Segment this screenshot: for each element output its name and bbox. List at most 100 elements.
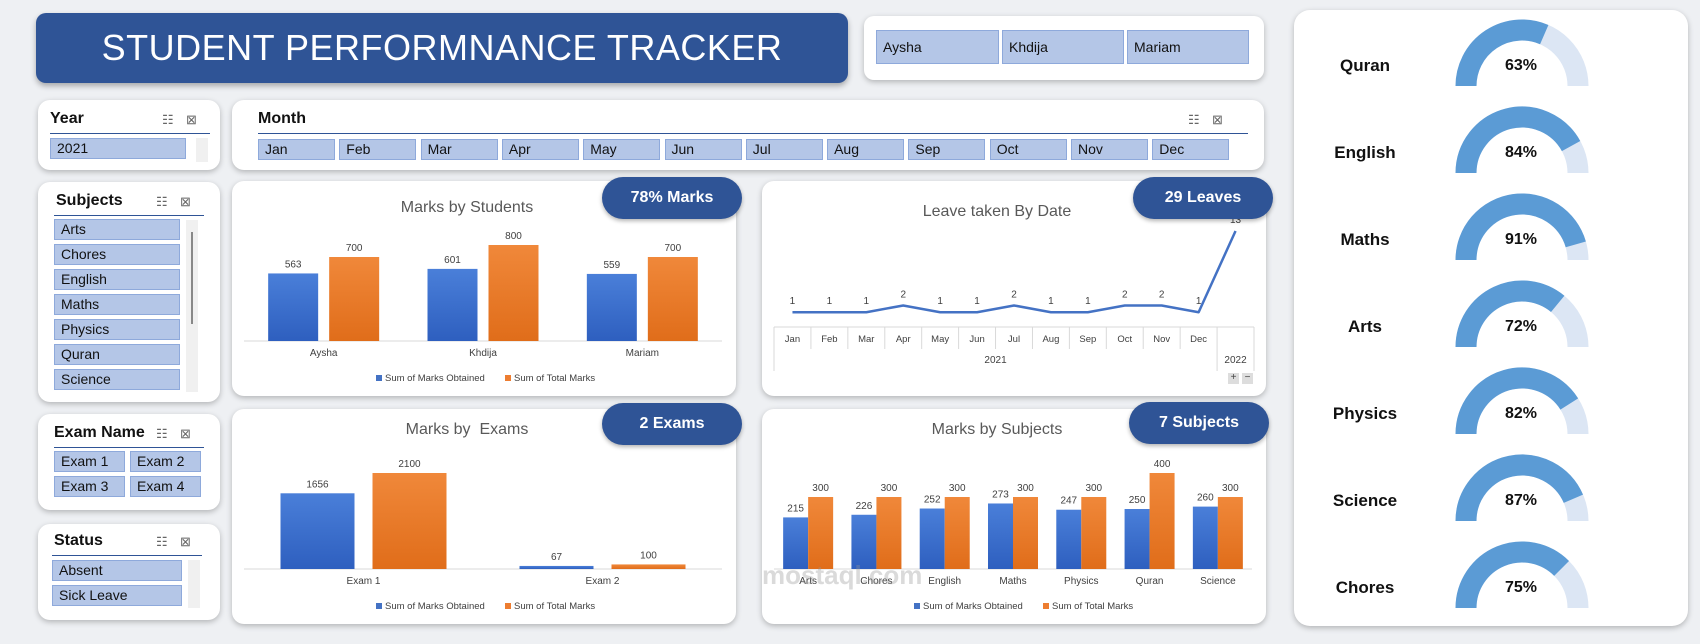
exam-item-3[interactable]: Exam 3 [54, 476, 125, 497]
clear-filter-icon[interactable]: ⊠ [180, 426, 191, 441]
data-label: 1 [1048, 296, 1054, 307]
month-item-nov[interactable]: Nov [1071, 139, 1148, 160]
clear-filter-icon[interactable]: ⊠ [1212, 112, 1223, 127]
bar-total [1217, 497, 1243, 569]
data-label: 247 [1060, 496, 1077, 507]
month-item-oct[interactable]: Oct [989, 139, 1067, 160]
data-label: 1 [1085, 296, 1091, 307]
legend-label-total: Sum of Total Marks [514, 373, 595, 384]
exam-item-4[interactable]: Exam 4 [130, 476, 201, 497]
subject-item-chores[interactable]: Chores [54, 244, 180, 265]
data-label: 559 [603, 260, 620, 271]
kpi-marks-pill: 78% Marks [602, 177, 742, 219]
multi-select-icon[interactable]: ☷ [1188, 112, 1200, 127]
expand-button[interactable]: + [1228, 373, 1239, 384]
category-label: Chores [860, 576, 892, 587]
data-label: 2 [1159, 289, 1165, 300]
category-label: Physics [1064, 576, 1098, 587]
clear-filter-icon[interactable]: ⊠ [180, 534, 191, 549]
marks-by-subjects-card: Marks by Subjects 215 300 Arts 226 300 Chores… [762, 409, 1266, 624]
subjects-slicer-title: Subjects [56, 192, 123, 209]
student-button-aysha[interactable]: Aysha [876, 30, 999, 64]
subjects-slicer: Subjects ☷ ⊠ Arts Chores English Maths Physi… [38, 182, 220, 402]
category-label: Science [1200, 576, 1236, 587]
subject-item-arts[interactable]: Arts [54, 219, 180, 240]
month-item-sep[interactable]: Sep [908, 139, 986, 160]
exam-item-1[interactable]: Exam 1 [54, 451, 125, 472]
subject-item-physics[interactable]: Physics [54, 319, 180, 340]
gauge-label-maths: Maths [1340, 230, 1390, 249]
collapse-button[interactable]: − [1242, 373, 1253, 384]
month-item-mar[interactable]: Mar [420, 139, 498, 160]
data-label: 1656 [306, 479, 329, 490]
status-slicer: Status ☷ ⊠ Absent Sick Leave [38, 524, 220, 620]
subject-item-english[interactable]: English [54, 269, 180, 290]
gauge-label-english: English [1334, 143, 1396, 162]
bar-total [488, 245, 539, 341]
status-item-sick-leave[interactable]: Sick Leave [52, 585, 182, 606]
category-label: Maths [999, 576, 1026, 587]
month-item-dec[interactable]: Dec [1152, 139, 1230, 160]
bar-obtained [783, 517, 809, 569]
gauge-label-science: Science [1332, 491, 1398, 510]
month-item-jan[interactable]: Jan [258, 139, 335, 160]
category-label: Aug [1042, 334, 1059, 345]
legend-swatch-total [1043, 603, 1049, 609]
multi-select-icon[interactable]: ☷ [156, 194, 168, 209]
student-button-khdija[interactable]: Khdija [1002, 30, 1124, 64]
bar-obtained [1124, 509, 1150, 569]
month-item-aug[interactable]: Aug [827, 139, 905, 160]
multi-select-icon[interactable]: ☷ [156, 426, 168, 441]
data-label: 300 [1085, 483, 1102, 494]
status-item-absent[interactable]: Absent [52, 560, 182, 581]
month-item-feb[interactable]: Feb [339, 139, 417, 160]
gauge-value-science: 87% [1504, 492, 1538, 509]
month-item-jun[interactable]: Jun [664, 139, 742, 160]
data-label: 1 [1196, 296, 1202, 307]
category-label: English [928, 576, 961, 587]
data-label: 1 [937, 296, 943, 307]
category-label: May [931, 334, 949, 345]
data-label: 252 [924, 495, 941, 506]
bar-obtained [851, 514, 877, 569]
legend-label-obtained: Sum of Marks Obtained [385, 373, 485, 384]
category-label: Quran [1136, 576, 1164, 587]
multi-select-icon[interactable]: ☷ [162, 112, 174, 127]
data-label: 67 [551, 552, 563, 563]
chart-title: Leave taken By Date [922, 203, 1072, 220]
data-label: 226 [856, 501, 873, 512]
bar-total [876, 497, 902, 569]
chart-title: Marks by Subjects [931, 421, 1063, 438]
bar-obtained [268, 273, 319, 341]
marks-by-subjects-chart: 215 300 Arts 226 300 Chores 252 300 English 273 30… [774, 459, 1252, 612]
gauge-value-chores: 75% [1504, 579, 1538, 596]
status-slicer-title: Status [54, 532, 103, 549]
month-item-may[interactable]: May [583, 139, 661, 160]
clear-filter-icon[interactable]: ⊠ [186, 112, 197, 127]
data-label: 300 [812, 483, 829, 494]
data-label: 2 [1122, 289, 1128, 300]
group-label: 2021 [984, 355, 1007, 366]
year-item-2021[interactable]: 2021 [50, 138, 186, 159]
data-label: 100 [640, 550, 657, 561]
data-label: 2100 [398, 459, 421, 470]
exam-item-2[interactable]: Exam 2 [130, 451, 201, 472]
multi-select-icon[interactable]: ☷ [156, 534, 168, 549]
data-label: 1 [827, 296, 833, 307]
student-button-mariam[interactable]: Mariam [1127, 30, 1249, 64]
legend-label-obtained: Sum of Marks Obtained [385, 601, 485, 612]
month-item-apr[interactable]: Apr [501, 139, 579, 160]
month-item-jul[interactable]: Jul [745, 139, 823, 160]
clear-filter-icon[interactable]: ⊠ [180, 194, 191, 209]
gauge-label-chores: Chores [1335, 578, 1395, 597]
gauge-label-quran: Quran [1339, 56, 1391, 75]
subject-item-quran[interactable]: Quran [54, 344, 180, 365]
subject-item-science[interactable]: Science [54, 369, 180, 390]
gauge-value-english: 84% [1504, 144, 1538, 161]
category-label: Exam 1 [347, 576, 381, 587]
data-label: 300 [1017, 483, 1034, 494]
category-label: Aysha [310, 348, 338, 359]
category-label: Sep [1079, 334, 1096, 345]
exam-slicer: Exam Name ☷ ⊠ Exam 1 Exam 2 Exam 3 Exam … [38, 414, 220, 510]
subject-item-maths[interactable]: Maths [54, 294, 180, 315]
